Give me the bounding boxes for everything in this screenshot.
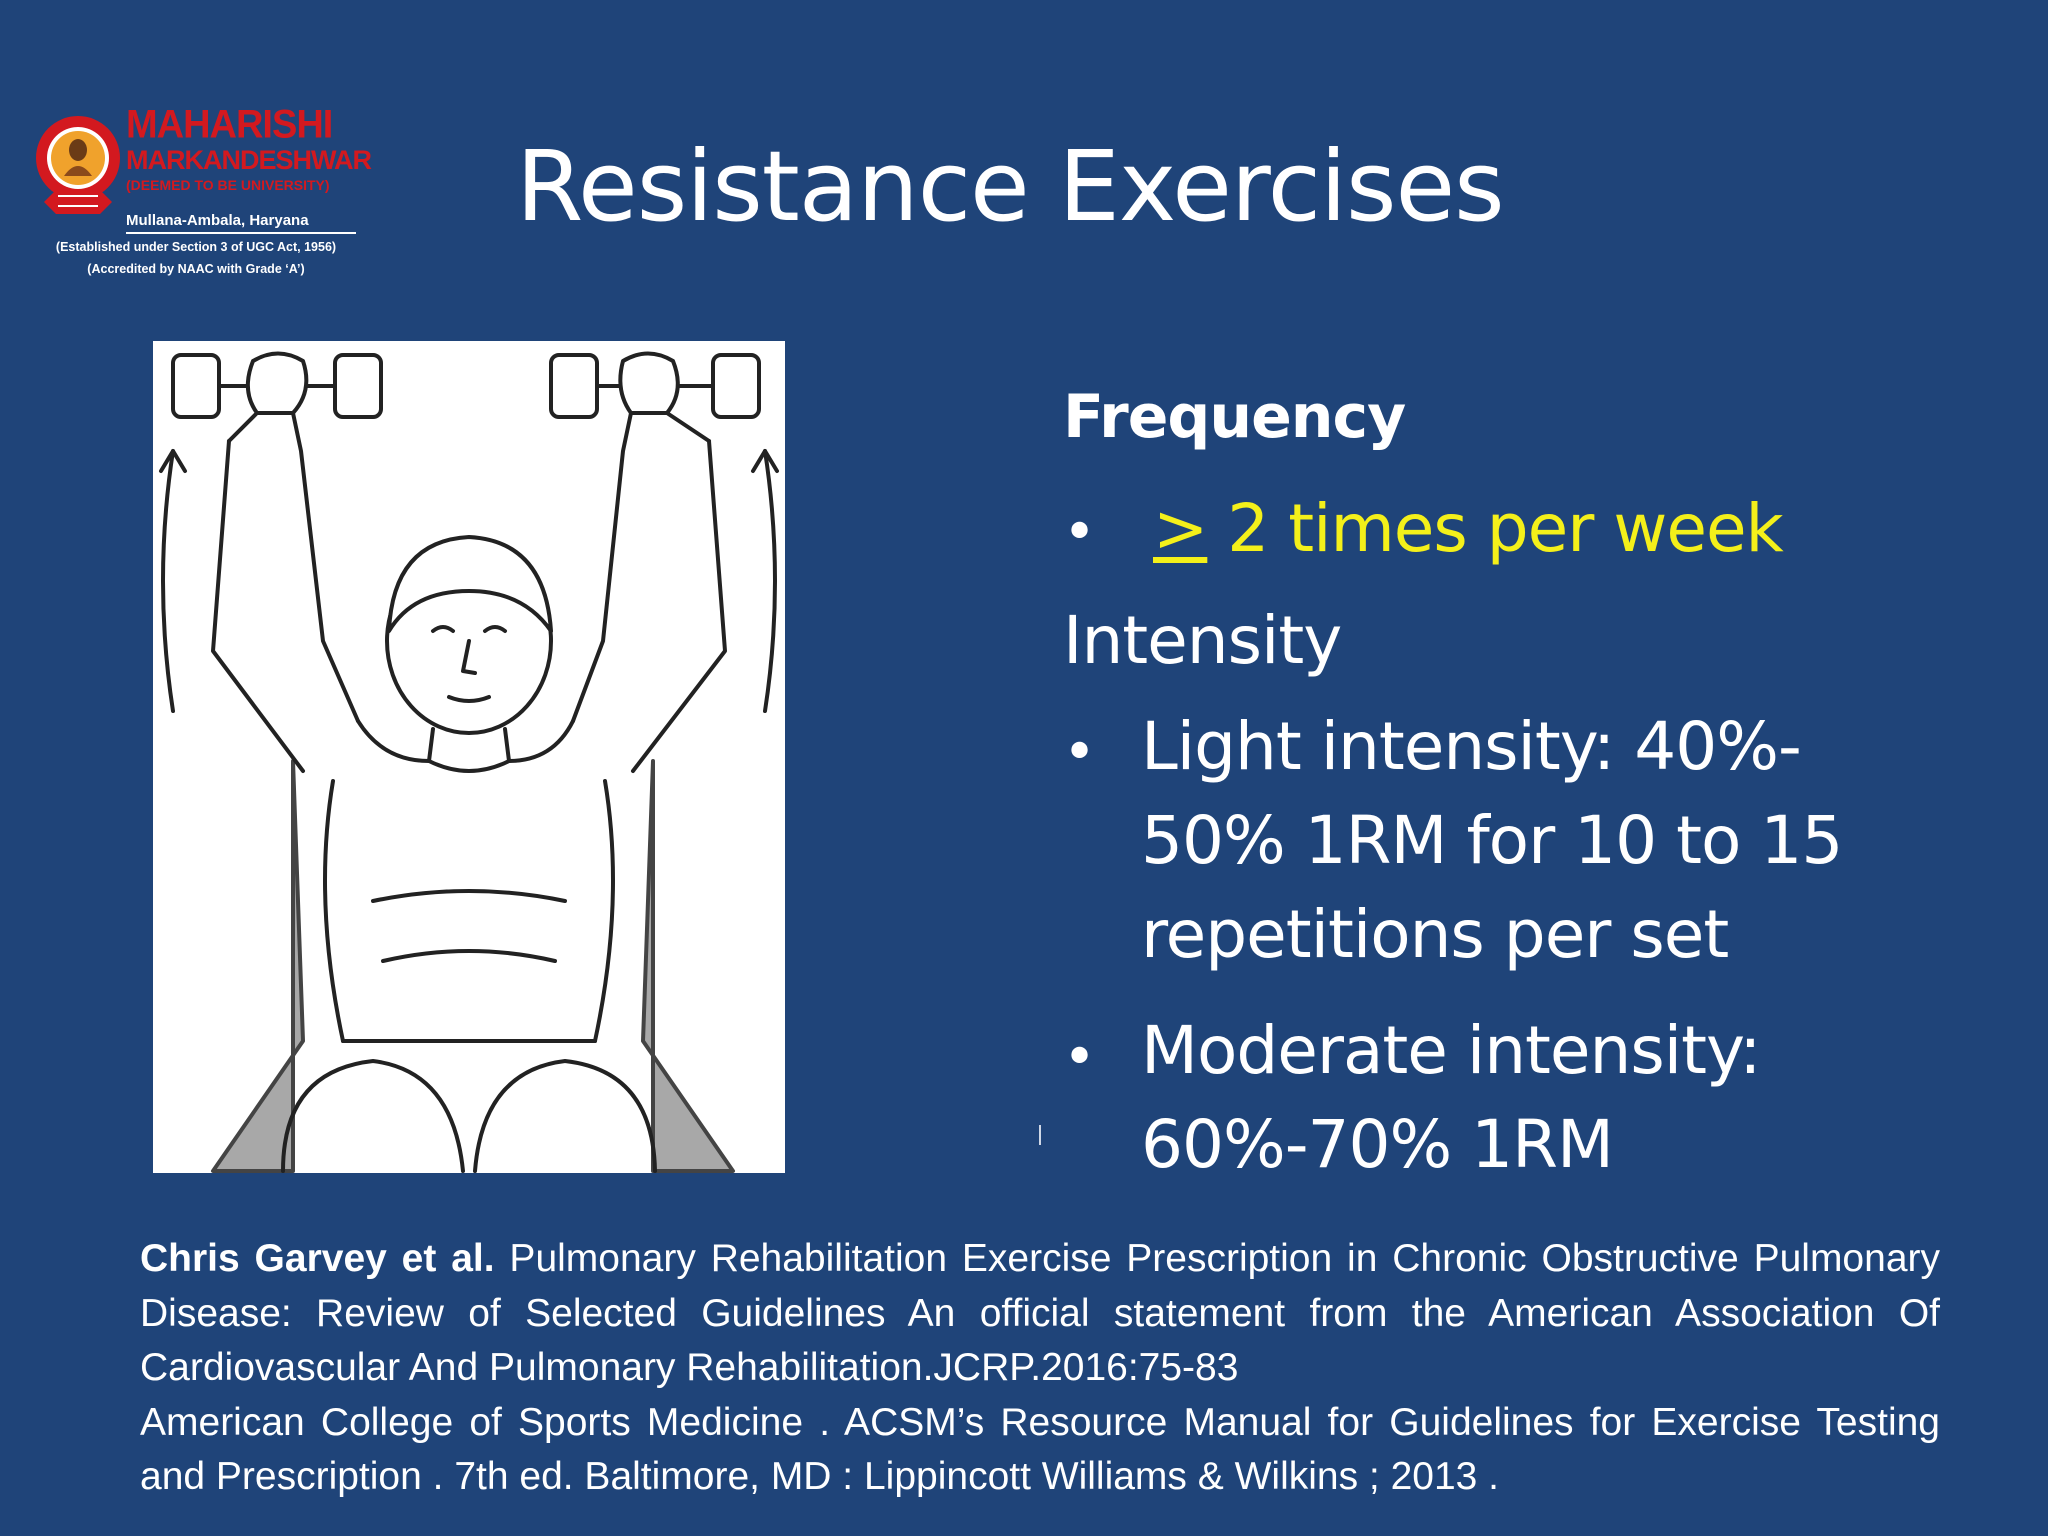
university-accreditation-note: (Accredited by NAAC with Grade ‘A’) — [87, 262, 305, 276]
light-intensity-line: Light intensity: 40%- — [1141, 708, 1802, 785]
reference-1-text: Pulmonary Rehabilitation Exercise Prescr… — [140, 1237, 1940, 1389]
university-establishment-note: (Established under Section 3 of UGC Act,… — [55, 240, 337, 254]
reference-1-authors: Chris Garvey et al. — [140, 1237, 495, 1280]
university-location: Mullana-Ambala, Haryana — [126, 212, 309, 229]
light-intensity-bullet: Light intensity: 40%- 50% 1RM for 10 to … — [1141, 700, 1843, 982]
bullet-icon: • — [1063, 720, 1097, 785]
university-name: MAHARISHI MARKANDESHWAR (DEEMED TO BE UN… — [126, 102, 372, 193]
moderate-intensity-bullet: Moderate intensity: 60%-70% 1RM — [1141, 1004, 1761, 1192]
university-name-line3: (DEEMED TO BE UNIVERSITY) — [126, 177, 330, 193]
light-intensity-line: 50% 1RM for 10 to 15 — [1141, 802, 1843, 879]
text-cursor — [1039, 1125, 1041, 1145]
moderate-intensity-line: 60%-70% 1RM — [1141, 1106, 1614, 1183]
slide-title: Resistance Exercises — [516, 130, 1505, 243]
reference-1: Chris Garvey et al. Pulmonary Rehabilita… — [140, 1232, 1940, 1396]
greater-or-equal-symbol: > — [1153, 490, 1208, 567]
university-emblem-icon — [36, 116, 120, 214]
bullet-icon: • — [1063, 1025, 1097, 1090]
overhead-dumbbell-press-icon — [159, 351, 779, 1173]
bullet-icon: • — [1063, 500, 1097, 565]
frequency-bullet-text: 2 times per week — [1207, 490, 1783, 567]
university-name-line1: MAHARISHI — [126, 102, 333, 148]
reference-2: American College of Sports Medicine . AC… — [140, 1400, 1940, 1499]
logo-divider — [126, 232, 356, 234]
exercise-illustration — [153, 341, 785, 1173]
university-name-line2: MARKANDESHWAR — [126, 145, 372, 175]
moderate-intensity-line: Moderate intensity: — [1141, 1012, 1761, 1089]
frequency-bullet: > 2 times per week — [1153, 490, 1784, 567]
frequency-heading: Frequency — [1063, 382, 1406, 452]
university-logo: MAHARISHI MARKANDESHWAR (DEEMED TO BE UN… — [34, 105, 372, 286]
references: Chris Garvey et al. Pulmonary Rehabilita… — [140, 1232, 1940, 1505]
light-intensity-line: repetitions per set — [1141, 896, 1729, 973]
intensity-heading: Intensity — [1063, 602, 1342, 679]
